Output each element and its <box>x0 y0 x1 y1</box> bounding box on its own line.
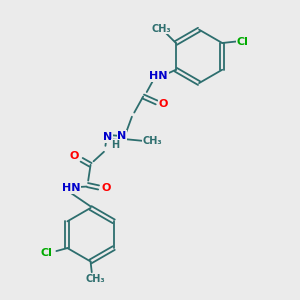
Text: O: O <box>159 99 168 109</box>
Text: O: O <box>69 151 79 161</box>
Text: Cl: Cl <box>236 37 248 46</box>
Text: Cl: Cl <box>40 248 52 257</box>
Text: CH₃: CH₃ <box>143 136 163 146</box>
Text: N: N <box>103 132 112 142</box>
Text: HN: HN <box>149 71 168 81</box>
Text: N: N <box>118 131 127 141</box>
Text: HN: HN <box>62 183 80 193</box>
Text: H: H <box>111 140 119 150</box>
Text: CH₃: CH₃ <box>85 274 105 284</box>
Text: CH₃: CH₃ <box>152 24 171 34</box>
Text: O: O <box>102 183 111 193</box>
